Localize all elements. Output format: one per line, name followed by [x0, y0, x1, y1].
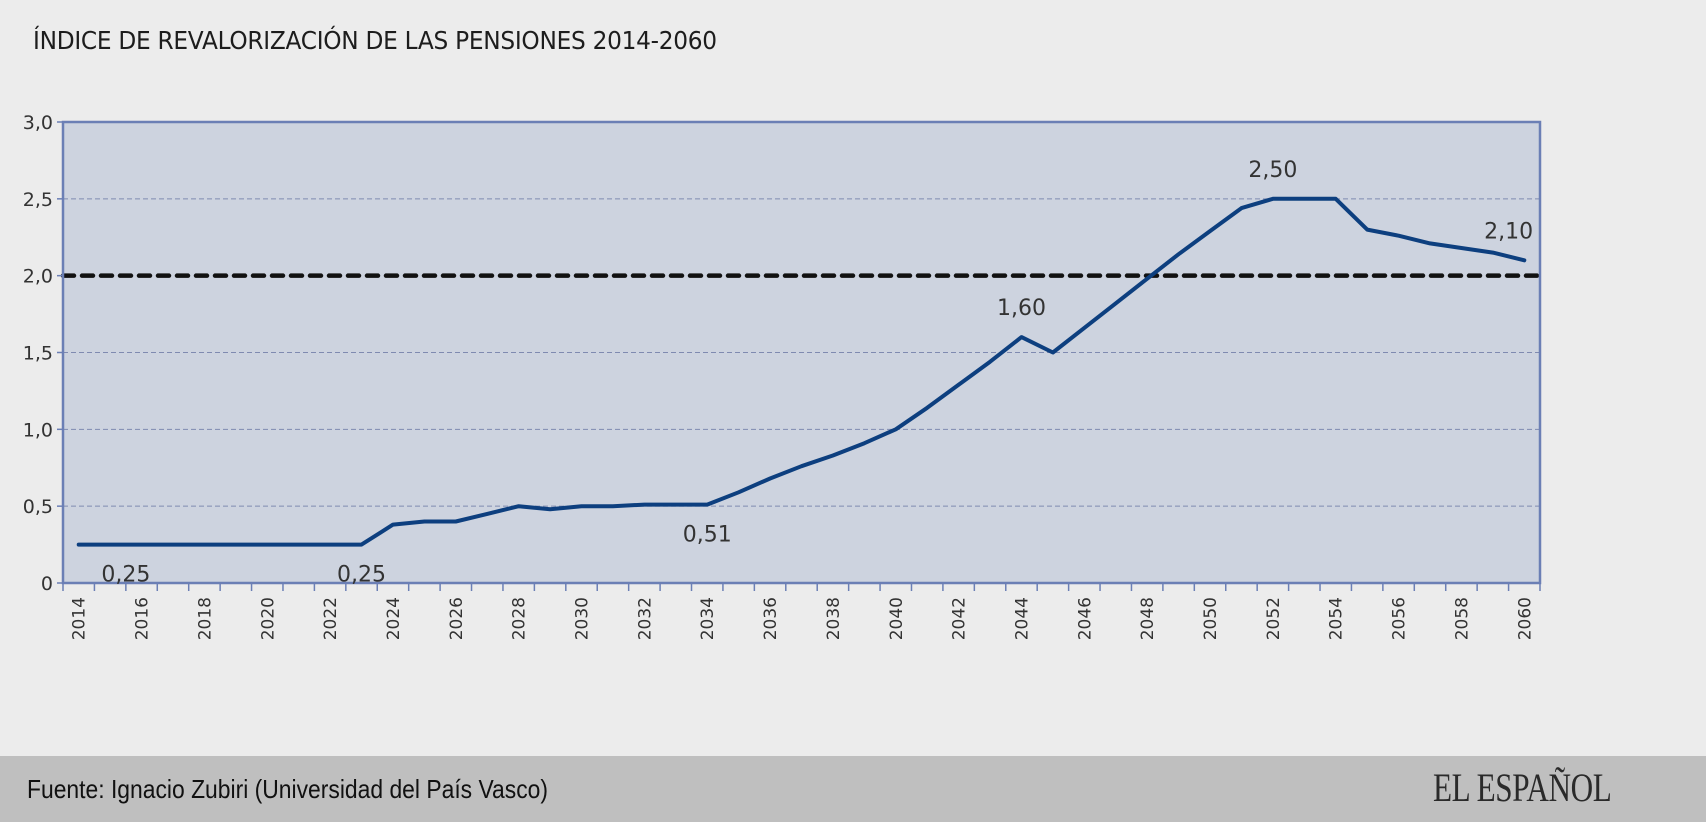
brand-logo: EL ESPAÑOL: [1433, 765, 1612, 810]
x-tick-label: 2040: [887, 597, 907, 640]
data-label: 0,51: [683, 523, 732, 548]
x-tick-label: 2036: [761, 597, 781, 640]
chart-title: ÍNDICE DE REVALORIZACIÓN DE LAS PENSIONE…: [33, 26, 717, 55]
x-tick-label: 2014: [70, 597, 90, 640]
x-tick-label: 2034: [698, 597, 718, 640]
x-tick-label: 2058: [1452, 597, 1472, 640]
x-tick-label: 2038: [824, 597, 844, 640]
x-tick-label: 2054: [1327, 597, 1347, 640]
x-tick-label: 2032: [635, 597, 655, 640]
line-chart: 0 0,5 1,0 1,5 2,0 2,5 3,0 2014 2016 2018 2020 2022 2…: [23, 112, 1547, 640]
x-tick-label: 2028: [510, 597, 530, 640]
x-tick-label: 2052: [1264, 597, 1284, 640]
x-tick-label: 2060: [1515, 597, 1535, 640]
y-tick-label: 1,5: [23, 343, 53, 365]
footer-bar: Fuente: Ignacio Zubiri (Universidad del …: [0, 756, 1706, 822]
data-label: 2,10: [1484, 219, 1533, 244]
data-label: 0,25: [337, 563, 386, 588]
x-tick-label: 2030: [573, 597, 593, 640]
y-tick-label: 1,0: [23, 419, 53, 441]
x-tick-label: 2024: [384, 597, 404, 640]
x-tick-label: 2056: [1390, 597, 1410, 640]
data-label: 1,60: [997, 296, 1046, 321]
x-tick-label: 2022: [321, 597, 341, 640]
x-tick-label: 2042: [950, 597, 970, 640]
y-tick-label: 3,0: [23, 112, 53, 134]
x-tick-label: 2046: [1075, 597, 1095, 640]
x-tick-label: 2048: [1138, 597, 1158, 640]
x-tick-label: 2018: [195, 597, 215, 640]
y-tick-label: 0,5: [23, 496, 53, 518]
data-label: 0,25: [101, 563, 150, 588]
x-tick-label: 2016: [133, 597, 153, 640]
series-layer: [76, 196, 1527, 547]
x-tick-label: 2026: [447, 597, 467, 640]
source-credit: Fuente: Ignacio Zubiri (Universidad del …: [27, 774, 548, 804]
axes: 0 0,5 1,0 1,5 2,0 2,5 3,0 2014 2016 2018 2020 2022 2…: [23, 112, 1542, 640]
grid-lines: [63, 198, 1540, 507]
y-tick-label: 2,5: [23, 189, 53, 211]
x-tick-label: 2044: [1012, 597, 1032, 640]
data-labels: 0,25 0,25 0,51 1,60 2,50 2,10: [101, 158, 1533, 588]
x-tick-label: 2050: [1201, 597, 1221, 640]
y-tick-label: 2,0: [23, 266, 53, 288]
y-tick-label: 0: [41, 573, 53, 595]
data-label: 2,50: [1248, 158, 1297, 183]
x-tick-label: 2020: [258, 597, 278, 640]
